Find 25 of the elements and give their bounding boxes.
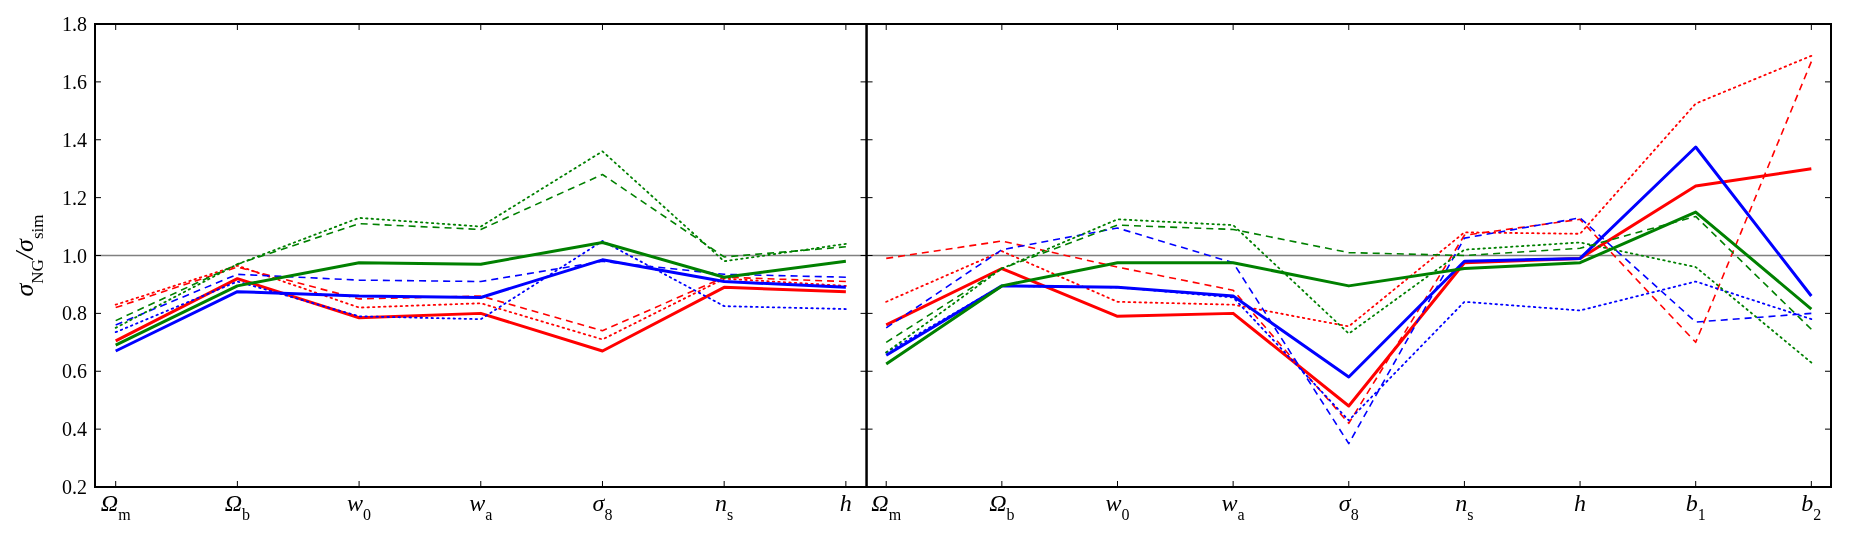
x-tick-label: n$_{s}$ xyxy=(715,490,734,523)
x-tick-label: σ$_{8}$ xyxy=(1338,490,1359,523)
y-tick-label: 0.6 xyxy=(62,360,87,383)
x-tick-label: Ω$_{m}$ xyxy=(100,490,132,523)
y-tick-label: 0.2 xyxy=(62,476,87,498)
y-tick-label: 1.6 xyxy=(62,70,87,93)
x-tick-label: Ω$_{b}$ xyxy=(224,490,251,523)
x-tick-label: σ$_{8}$ xyxy=(592,490,613,523)
x-tick-label: w$_{0}$ xyxy=(347,490,372,523)
x-tick-label: Ω$_{b}$ xyxy=(989,490,1015,523)
y-tick-label: 1.8 xyxy=(62,13,87,35)
y-tick-label: 1.4 xyxy=(62,128,87,151)
y-tick-label: 0.8 xyxy=(62,302,87,325)
y-tick-label: 0.4 xyxy=(62,418,87,441)
x-tick-label: w$_{a}$ xyxy=(1221,490,1245,523)
x-tick-label: Ω$_{m}$ xyxy=(871,490,902,523)
x-tick-label: n$_{s}$ xyxy=(1455,490,1474,523)
y-tick-label: 1.0 xyxy=(62,244,87,267)
x-tick-label: h xyxy=(1574,490,1587,516)
x-tick-label: h xyxy=(839,490,852,516)
x-tick-label: b$_{1}$ xyxy=(1685,490,1706,523)
x-tick-label: w$_{a}$ xyxy=(469,490,493,523)
x-tick-label: w$_{0}$ xyxy=(1105,490,1130,523)
y-tick-label: 1.2 xyxy=(62,186,87,209)
x-tick-label: b$_{2}$ xyxy=(1801,490,1822,523)
